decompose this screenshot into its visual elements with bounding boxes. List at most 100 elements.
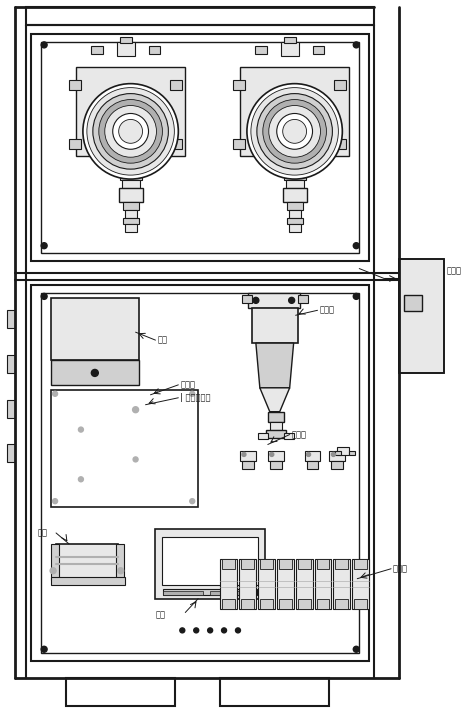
Bar [297,295,308,303]
Bar [239,559,256,608]
Bar [287,202,303,210]
Bar [116,544,124,580]
Bar [26,7,374,25]
Bar [297,559,311,569]
Circle shape [92,369,99,377]
Bar [220,559,237,608]
Circle shape [353,42,359,48]
Bar [258,433,268,438]
Text: 滤水器: 滤水器 [319,306,334,315]
Circle shape [242,452,246,456]
Circle shape [332,452,335,456]
Bar [76,67,185,156]
Bar [335,598,348,608]
Bar [349,451,355,456]
Circle shape [353,647,359,652]
Bar [123,202,139,210]
Bar [149,46,161,54]
Bar [120,170,142,180]
Text: 电路板: 电路板 [180,380,195,390]
Bar [170,80,182,89]
Circle shape [53,391,57,396]
Circle shape [41,243,47,248]
Bar [123,218,139,224]
Bar [7,310,15,328]
Text: 转接管: 转接管 [292,430,307,439]
Bar [404,295,422,311]
Circle shape [253,297,259,303]
Text: | 转二转接管: | 转二转接管 [180,393,211,402]
Bar [125,224,136,232]
Bar [283,37,296,43]
Bar [222,598,235,608]
Bar [233,80,245,89]
Bar [252,308,297,343]
Bar [242,295,252,303]
Circle shape [270,452,274,456]
Bar [283,188,306,202]
Circle shape [83,84,178,179]
Circle shape [190,391,195,396]
Bar [66,678,175,706]
Circle shape [41,42,47,48]
Circle shape [118,568,124,574]
Bar [91,46,103,54]
Bar [125,210,136,218]
Bar [255,46,267,54]
Bar [7,400,15,418]
Bar [240,451,256,462]
Bar [31,285,369,661]
Bar [248,293,300,308]
Bar [117,42,134,56]
Bar [119,188,142,202]
Bar [241,598,254,608]
Bar [156,529,265,598]
Bar [163,537,258,585]
Circle shape [53,499,57,504]
Bar [7,355,15,373]
Circle shape [235,628,241,633]
Circle shape [194,628,198,633]
Bar [7,444,15,462]
Bar [163,590,203,595]
Circle shape [78,477,84,482]
Circle shape [113,114,149,149]
Bar [69,140,81,149]
Bar [335,451,341,456]
Circle shape [269,106,320,157]
Bar [280,156,310,170]
Bar [51,360,139,385]
Bar [260,598,273,608]
Bar [41,42,359,253]
Circle shape [99,99,163,163]
Circle shape [263,99,326,163]
Text: 电源: 电源 [156,610,165,619]
Bar [286,180,304,188]
Bar [51,544,59,580]
Bar [266,430,286,438]
Bar [233,140,245,149]
Bar [281,42,298,56]
Circle shape [41,293,47,300]
Text: 流量计: 流量计 [447,266,462,275]
Bar [41,293,359,653]
Bar [260,559,273,569]
Bar [122,180,140,188]
Circle shape [41,647,47,652]
Bar [268,451,283,462]
Text: 气泵: 气泵 [157,336,168,345]
Polygon shape [260,388,290,412]
Bar [279,559,292,569]
Bar [210,590,250,595]
Bar [279,598,292,608]
Bar [241,559,254,569]
Bar [268,412,283,422]
Circle shape [306,452,311,456]
Bar [289,210,301,218]
Bar [220,678,329,706]
Bar [289,224,301,232]
Bar [222,559,235,569]
Circle shape [353,293,359,300]
Circle shape [247,84,342,179]
Bar [51,390,198,507]
